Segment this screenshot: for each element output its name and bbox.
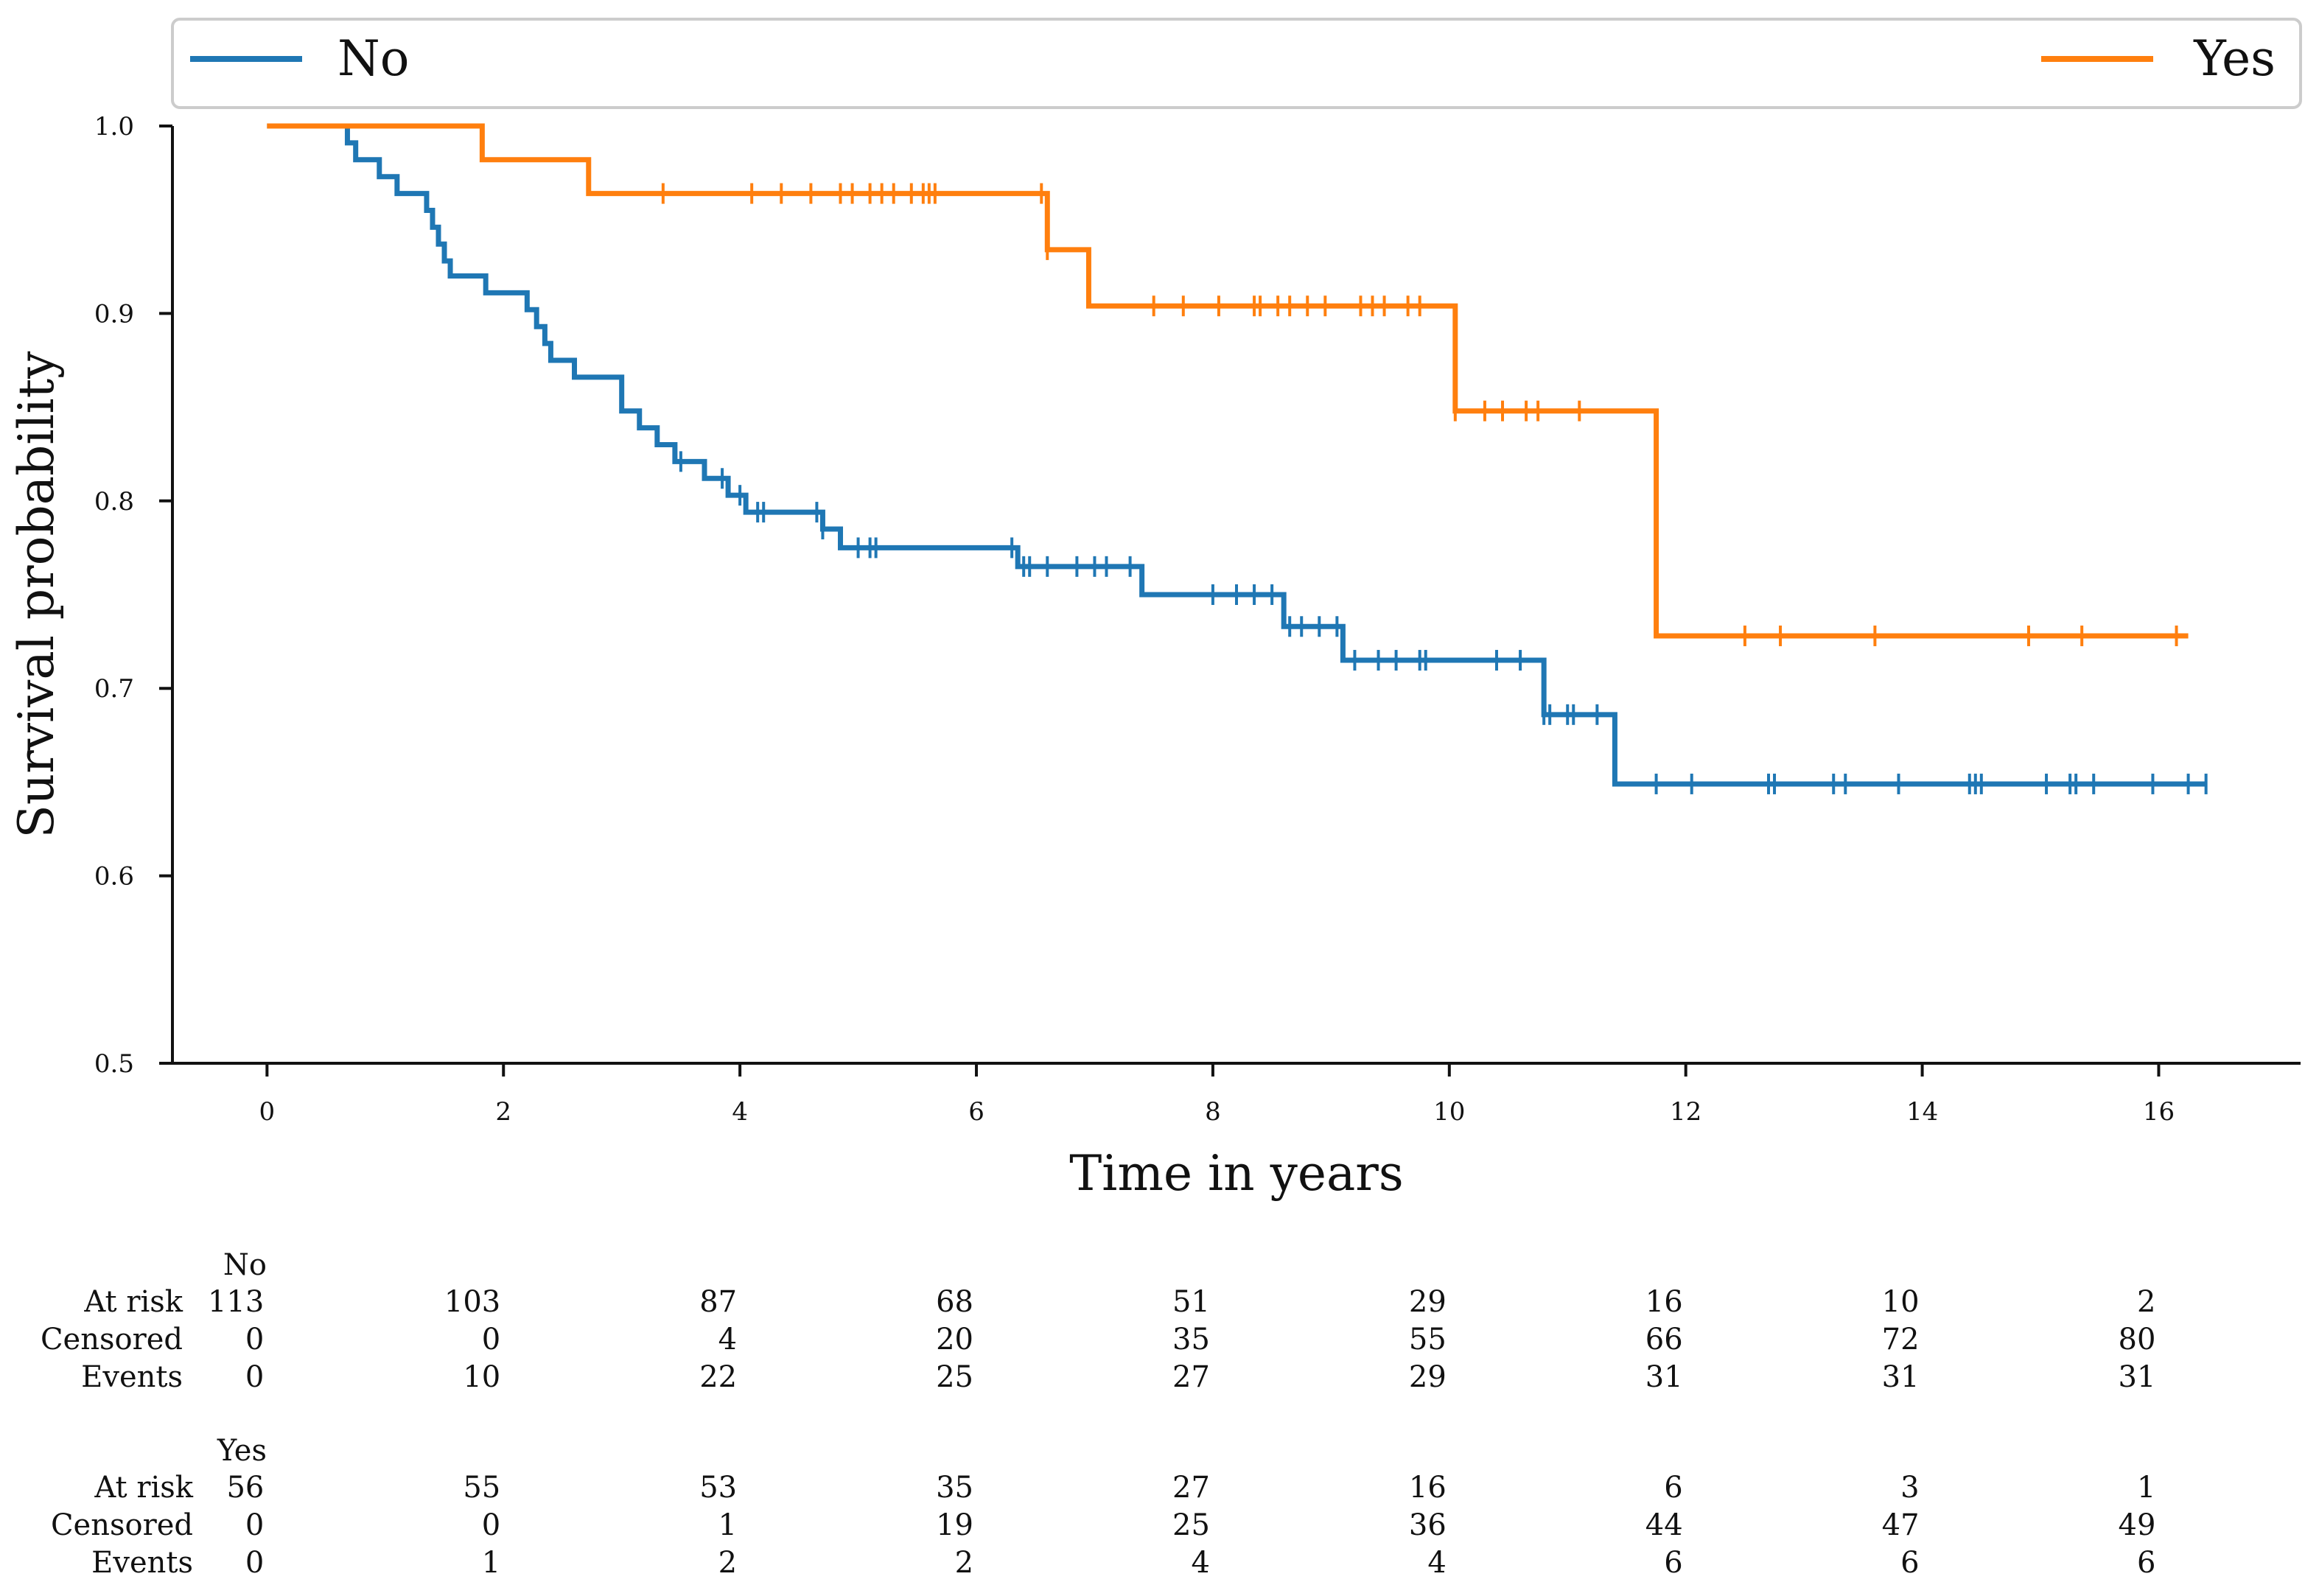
risk-cell: 87 xyxy=(699,1285,737,1319)
risk-cell: 4 xyxy=(718,1323,737,1357)
risk-cell: 0 xyxy=(245,1360,264,1394)
x-tick-label: 4 xyxy=(732,1097,748,1127)
risk-cell: 31 xyxy=(2119,1360,2156,1394)
risk-cell: 49 xyxy=(2119,1508,2156,1542)
survival-curve-yes xyxy=(267,123,2189,639)
y-tick-label: 0.6 xyxy=(94,862,134,892)
risk-cell: 66 xyxy=(1645,1323,1683,1357)
risk-cell: 0 xyxy=(482,1323,500,1357)
risk-cell: 16 xyxy=(1409,1471,1447,1505)
risk-cell: 2 xyxy=(2137,1285,2155,1319)
risk-row-label: At risk xyxy=(94,1471,193,1505)
risk-cell: 35 xyxy=(1172,1323,1210,1357)
survival-curve-no xyxy=(267,123,2206,787)
legend: No Yes xyxy=(171,18,2302,109)
risk-row-label: Events xyxy=(91,1546,193,1580)
risk-cell: 1 xyxy=(482,1546,500,1580)
risk-cell: 55 xyxy=(463,1471,500,1505)
risk-cell: 68 xyxy=(936,1285,973,1319)
risk-cell: 0 xyxy=(245,1546,264,1580)
y-tick-label: 1.0 xyxy=(94,112,134,141)
legend-frame xyxy=(171,18,2302,109)
y-tick-label: 0.8 xyxy=(94,487,134,517)
x-tick-label: 12 xyxy=(1670,1097,1701,1127)
x-tick-label: 2 xyxy=(495,1097,511,1127)
legend-label-no: No xyxy=(337,30,410,87)
risk-cell: 16 xyxy=(1645,1285,1683,1319)
risk-cell: 47 xyxy=(1882,1508,1920,1542)
risk-cell: 22 xyxy=(699,1360,737,1394)
risk-cell: 25 xyxy=(1172,1508,1210,1542)
risk-cell: 80 xyxy=(2119,1323,2156,1357)
risk-cell: 113 xyxy=(208,1285,264,1319)
risk-cell: 4 xyxy=(1427,1546,1446,1580)
x-tick-label: 14 xyxy=(1906,1097,1938,1127)
risk-group-title-yes: Yes xyxy=(217,1434,267,1468)
risk-cell: 19 xyxy=(936,1508,973,1542)
y-tick-label: 0.5 xyxy=(94,1049,134,1079)
risk-cell: 35 xyxy=(936,1471,973,1505)
y-ticks: 0.5 0.6 0.7 0.8 0.9 1.0 xyxy=(94,112,172,1079)
risk-group-title-no: No xyxy=(223,1248,267,1282)
risk-cell: 103 xyxy=(444,1285,500,1319)
risk-cell: 4 xyxy=(1191,1546,1209,1580)
risk-cell: 51 xyxy=(1172,1285,1210,1319)
y-axis-label: Survival probability xyxy=(8,351,65,839)
risk-cell: 29 xyxy=(1409,1360,1447,1394)
x-tick-label: 0 xyxy=(259,1097,276,1127)
risk-row-label: Censored xyxy=(51,1508,193,1542)
risk-cell: 44 xyxy=(1645,1508,1683,1542)
risk-cell: 29 xyxy=(1409,1285,1447,1319)
risk-cell: 31 xyxy=(1882,1360,1920,1394)
risk-row-label: At risk xyxy=(83,1285,183,1319)
risk-cell: 31 xyxy=(1645,1360,1683,1394)
risk-cell: 27 xyxy=(1172,1360,1210,1394)
plot-series xyxy=(267,123,2208,794)
risk-cell: 56 xyxy=(226,1471,264,1505)
risk-cell: 6 xyxy=(1664,1546,1682,1580)
risk-row-label: Censored xyxy=(41,1323,183,1357)
x-axis-label: Time in years xyxy=(1069,1145,1403,1202)
risk-cell: 72 xyxy=(1882,1323,1920,1357)
risk-cell: 20 xyxy=(936,1323,973,1357)
y-tick-label: 0.9 xyxy=(94,299,134,329)
x-ticks: 0 2 4 6 8 10 12 14 16 xyxy=(259,1063,2175,1127)
risk-cell: 25 xyxy=(936,1360,973,1394)
x-tick-label: 8 xyxy=(1205,1097,1221,1127)
risk-cell: 6 xyxy=(2137,1546,2155,1580)
risk-row-label: Events xyxy=(81,1360,183,1394)
risk-cell: 27 xyxy=(1172,1471,1210,1505)
risk-cell: 36 xyxy=(1409,1508,1447,1542)
risk-cell: 0 xyxy=(482,1508,500,1542)
risk-cell: 0 xyxy=(245,1508,264,1542)
risk-cell: 2 xyxy=(718,1546,737,1580)
risk-cell: 1 xyxy=(718,1508,737,1542)
risk-cell: 3 xyxy=(1900,1471,1919,1505)
x-tick-label: 16 xyxy=(2143,1097,2175,1127)
risk-cell: 0 xyxy=(245,1323,264,1357)
risk-cell: 53 xyxy=(699,1471,737,1505)
y-tick-label: 0.7 xyxy=(94,674,134,704)
risk-cell: 6 xyxy=(1664,1471,1682,1505)
risk-cell: 10 xyxy=(463,1360,500,1394)
x-tick-label: 10 xyxy=(1433,1097,1465,1127)
risk-cell: 6 xyxy=(1900,1546,1919,1580)
x-tick-label: 6 xyxy=(968,1097,984,1127)
legend-label-yes: Yes xyxy=(2193,30,2276,87)
risk-cell: 1 xyxy=(2137,1471,2155,1505)
risk-cell: 10 xyxy=(1882,1285,1920,1319)
risk-cell: 2 xyxy=(955,1546,973,1580)
risk-cell: 55 xyxy=(1409,1323,1447,1357)
